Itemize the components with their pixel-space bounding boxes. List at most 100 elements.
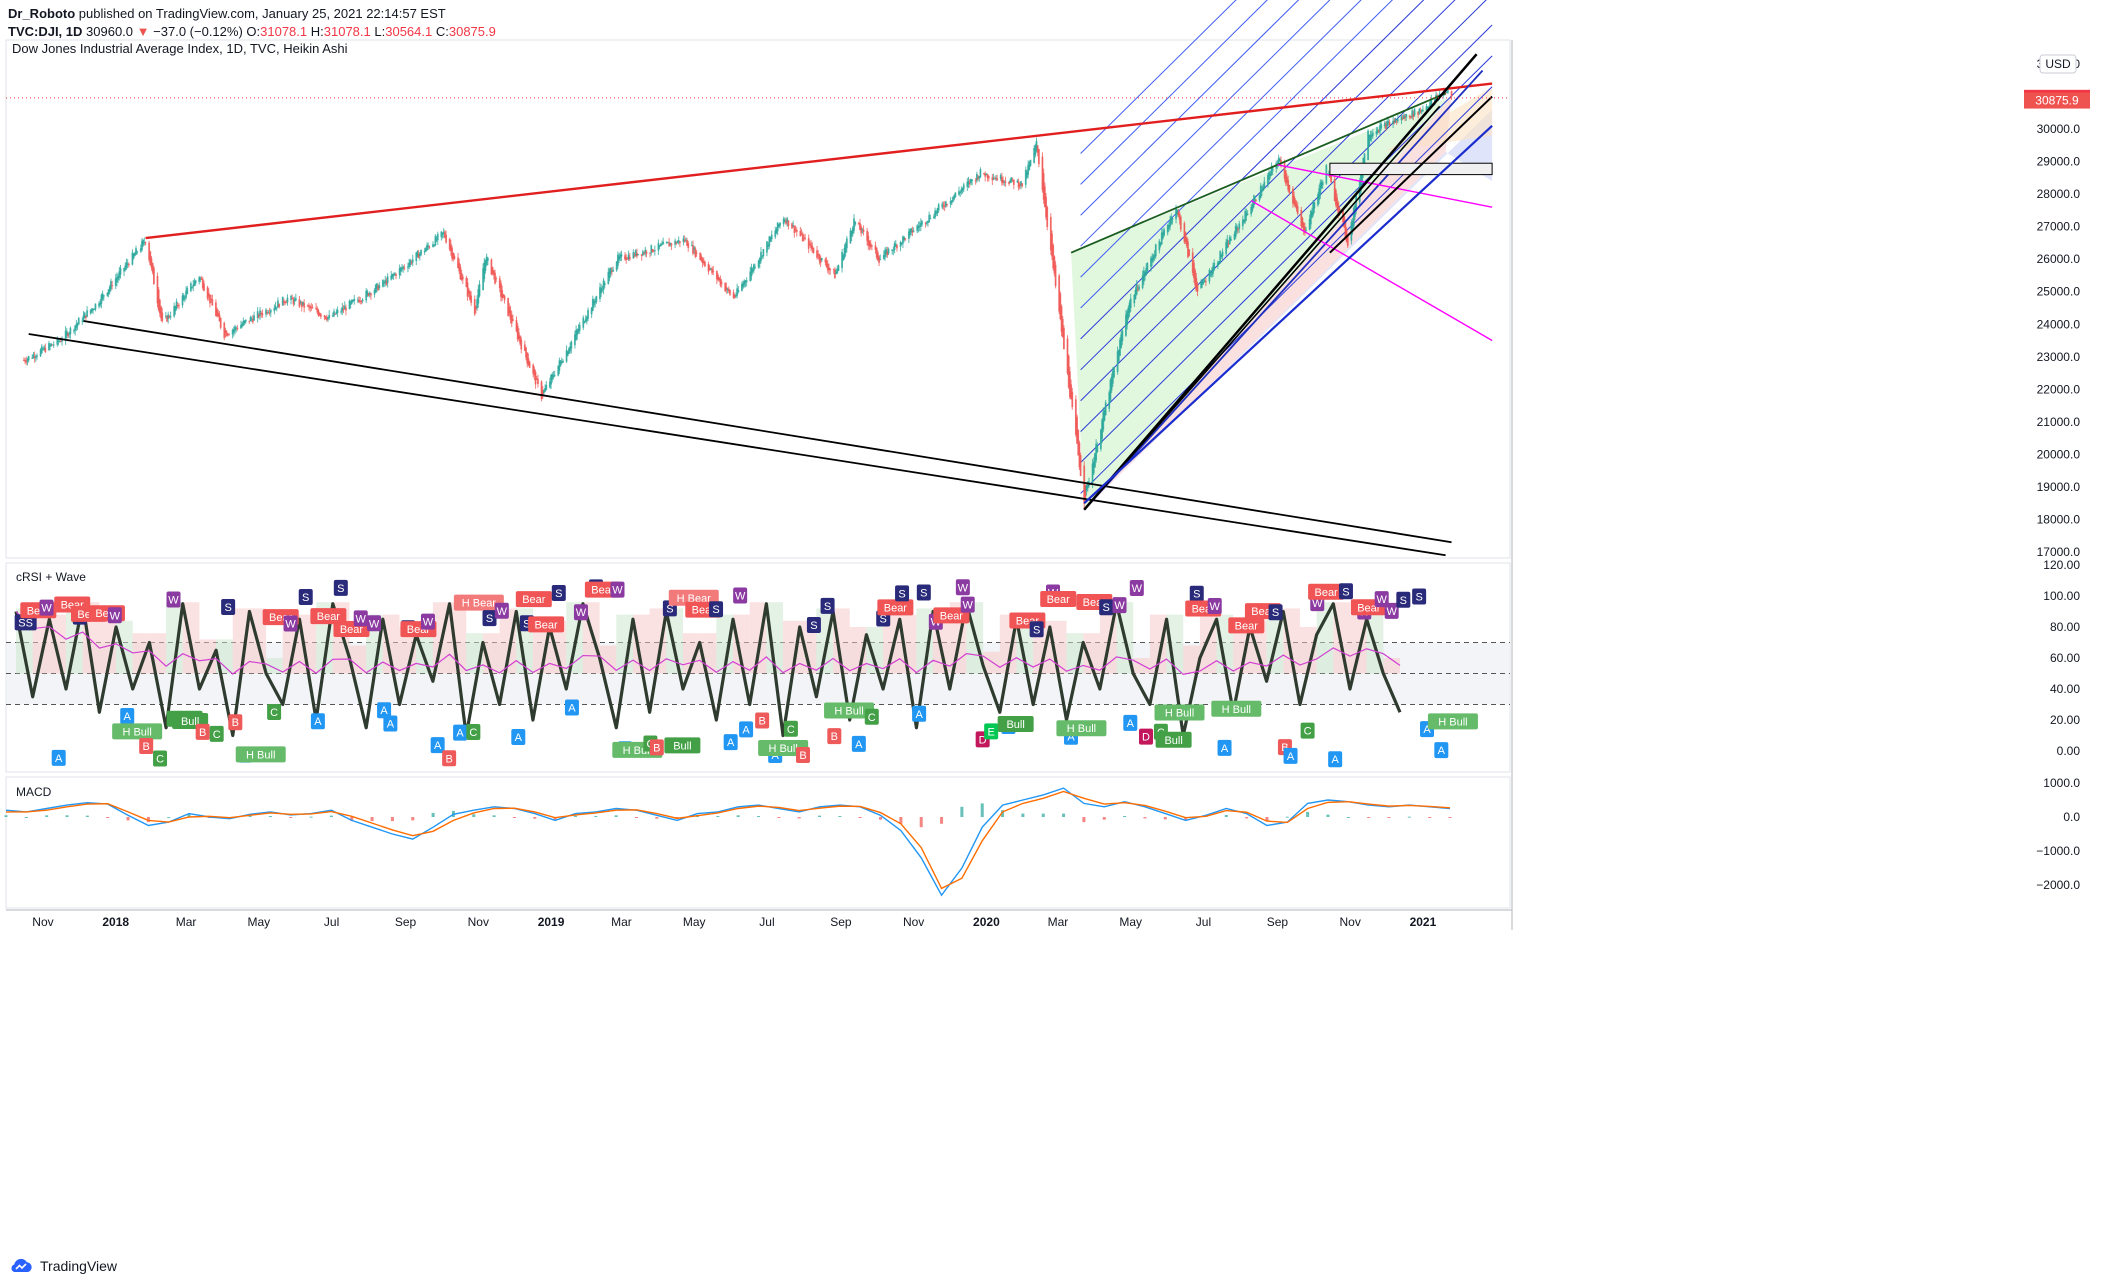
candle-body	[551, 374, 554, 380]
signal-marker-label: W	[1210, 601, 1221, 613]
parallel-channel-line	[1080, 0, 1237, 154]
candle-body	[658, 245, 661, 247]
signal-marker-label: W	[369, 618, 380, 630]
candle-body	[1111, 370, 1114, 384]
candle-body	[336, 309, 339, 313]
candle-body	[1418, 108, 1421, 114]
candle-body	[500, 283, 502, 297]
macd-plot	[4, 787, 1452, 897]
signal-marker-label: A	[742, 724, 750, 736]
candle-body	[418, 253, 421, 257]
signal-marker-label: S	[1272, 607, 1279, 619]
price-tick-label: 17000.0	[2037, 545, 2081, 559]
candle-body	[559, 360, 562, 366]
candle-body	[651, 249, 654, 252]
candle-body	[125, 262, 128, 268]
candle-body	[640, 254, 643, 256]
candle-body	[808, 243, 811, 245]
macd-tick-label: −1000.0	[2036, 844, 2080, 858]
candle-body	[386, 276, 389, 283]
signal-marker	[864, 708, 879, 725]
tradingview-logo[interactable]: TradingView	[8, 1258, 117, 1274]
candle-body	[1153, 254, 1156, 258]
wave-band	[449, 602, 467, 674]
candle-body	[86, 310, 89, 317]
signal-marker-label: A	[1067, 732, 1075, 744]
signal-marker	[51, 749, 66, 766]
candle-body	[591, 298, 594, 312]
signal-marker-label: B	[831, 731, 838, 743]
candle-body	[612, 269, 614, 272]
candle-body	[56, 337, 59, 345]
candle-body	[944, 201, 947, 207]
candle-body	[356, 299, 359, 301]
candle-body	[749, 271, 752, 281]
signal-marker-label: S	[880, 614, 887, 626]
macd-histogram-bar	[167, 817, 171, 818]
candle-body	[116, 277, 118, 283]
macd-histogram-bar	[329, 815, 333, 817]
signal-marker	[1396, 591, 1411, 608]
candle-body	[269, 309, 272, 313]
candle-body	[191, 287, 193, 289]
signal-marker-label: Bull	[181, 716, 199, 728]
signal-marker	[430, 737, 445, 754]
candle-body	[324, 316, 327, 319]
candle-body	[552, 375, 555, 377]
candle-body	[977, 177, 979, 180]
parallel-channel-line	[1080, 24, 1493, 432]
candle-body	[1367, 130, 1369, 161]
candle-body	[653, 250, 656, 252]
signal-marker	[1427, 713, 1478, 730]
candle-body	[1170, 216, 1173, 224]
candle-body	[745, 280, 748, 282]
signal-marker-label: H Bull	[122, 726, 151, 738]
candle-body	[1096, 446, 1099, 453]
macd-histogram-bar	[960, 806, 964, 817]
signal-marker	[1155, 731, 1192, 748]
candle-body	[736, 288, 739, 296]
signal-marker-label: S	[302, 592, 309, 604]
author-name[interactable]: Dr_Roboto	[8, 6, 76, 21]
candle-body	[662, 241, 665, 245]
signal-marker-label: Bear	[522, 594, 546, 606]
signal-marker	[228, 714, 243, 731]
macd-histogram-bar	[1428, 817, 1432, 818]
candle-body	[1379, 125, 1381, 132]
candle-body	[633, 255, 636, 257]
candle-body	[136, 251, 139, 253]
currency-button[interactable]	[2039, 54, 2077, 74]
candle-body	[1213, 262, 1216, 270]
candle-body	[306, 305, 309, 307]
signal-marker	[377, 702, 392, 719]
candle-body	[1447, 90, 1449, 93]
candle-body	[659, 243, 662, 247]
candle-body	[919, 222, 922, 227]
candle-body	[862, 229, 865, 232]
candle-body	[625, 257, 628, 260]
signal-marker-label: C	[156, 753, 164, 765]
time-tick-label: Jul	[1196, 915, 1211, 929]
candle-body	[1001, 177, 1003, 183]
candle-body	[854, 221, 857, 225]
candle-body	[811, 245, 814, 250]
candle-body	[1071, 391, 1074, 408]
time-tick-label: Mar	[176, 915, 197, 929]
candle-body	[299, 301, 302, 303]
candle-body	[978, 175, 981, 179]
candle-body	[1074, 399, 1077, 435]
price-tick-label: 20000.0	[2037, 447, 2081, 461]
candle-body	[644, 249, 647, 254]
candle-body	[435, 239, 438, 241]
signal-marker	[235, 746, 286, 763]
candle-body	[983, 173, 985, 175]
wave-band	[866, 627, 884, 674]
signal-marker	[1138, 728, 1153, 745]
candle-body	[912, 230, 915, 232]
candle-body	[918, 226, 921, 228]
signal-marker-label: A	[1287, 751, 1295, 763]
signal-marker	[1384, 602, 1399, 619]
candle-body	[807, 238, 810, 249]
candle-body	[349, 301, 352, 305]
